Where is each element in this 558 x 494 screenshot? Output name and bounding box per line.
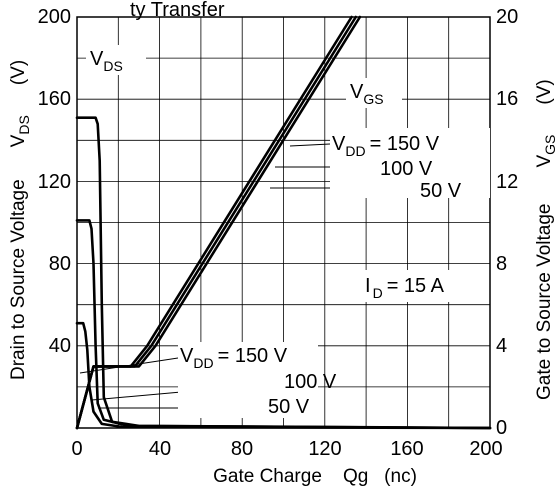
label-bg-vdd-a: [330, 128, 490, 198]
plot-frame: [76, 16, 491, 429]
y-left-tick-label: 80: [49, 253, 71, 275]
x-tick-label: 200: [469, 438, 502, 460]
label-bg-vds: [86, 45, 146, 75]
vdd-a-50-label: 50 V: [420, 180, 462, 202]
vdd-b-100-label: 100 V: [284, 371, 337, 393]
vdd-b-50-label: 50 V: [268, 396, 310, 418]
y-left-axis-symbol: V: [8, 134, 29, 147]
y-right-tick-label: 12: [496, 171, 518, 193]
y-left-axis-unit: (V): [8, 60, 29, 85]
series-line-vds-150: [75, 116, 492, 430]
label-bg-id: [362, 270, 480, 302]
vdd-b-150-label: VDD = 150 V: [180, 345, 288, 371]
series-line-vds-100: [75, 219, 492, 430]
series-line-vds-50: [75, 321, 492, 430]
leader-vdd-a-150: [289, 143, 331, 147]
x-tick-label: 160: [390, 438, 423, 460]
x-axis-title: Gate Charge Qg (nc): [213, 466, 417, 487]
vds-label: VDS: [90, 48, 123, 74]
vdd-a-100-label: 100 V: [380, 158, 433, 180]
y-left-axis-title: Drain to Source Voltage VDS (V): [8, 60, 32, 380]
x-tick-label: 80: [231, 438, 253, 460]
chart-title-partial: ty Transfer: [130, 0, 225, 21]
series-group: [75, 15, 492, 430]
y-right-tick-labels: 0 4 8 12 16 20: [496, 6, 518, 439]
x-tick-label: 0: [71, 438, 82, 460]
y-right-axis-title: Gate to Source Voltage VGS (V): [534, 79, 558, 400]
vdd-a-150-label: VDD = 150 V: [332, 133, 440, 159]
y-left-axis-title-text: Drain to Source Voltage: [8, 179, 29, 380]
y-right-axis-title-text: Gate to Source Voltage: [534, 204, 555, 400]
x-tick-labels: 0 40 80 120 160 200: [71, 438, 502, 460]
label-bg-vdd-b: [178, 342, 318, 418]
x-tick-label: 120: [308, 438, 341, 460]
series-line-vgs-50: [75, 15, 353, 430]
id-label: I D = 15 A: [365, 275, 445, 301]
y-left-tick-label: 200: [38, 6, 71, 28]
y-left-tick-label: 160: [38, 88, 71, 110]
y-left-tick-label: 40: [49, 335, 71, 357]
label-bg-vgs: [346, 78, 402, 108]
y-right-tick-label: 0: [496, 417, 507, 439]
leader-vdd-b-150: [79, 357, 179, 374]
y-left-tick-label: 120: [38, 171, 71, 193]
y-left-tick-labels: 40 80 120 160 200: [38, 6, 71, 357]
y-right-tick-label: 4: [496, 335, 507, 357]
y-right-tick-label: 20: [496, 6, 518, 28]
y-left-axis-sub: DS: [16, 115, 32, 134]
y-right-axis-unit: (V): [534, 79, 555, 104]
y-right-axis-symbol: V: [534, 155, 555, 168]
y-right-axis-sub: GS: [542, 135, 558, 155]
vgs-label: VGS: [350, 81, 384, 107]
y-right-tick-label: 16: [496, 88, 518, 110]
y-right-tick-label: 8: [496, 253, 507, 275]
x-tick-label: 40: [149, 438, 171, 460]
